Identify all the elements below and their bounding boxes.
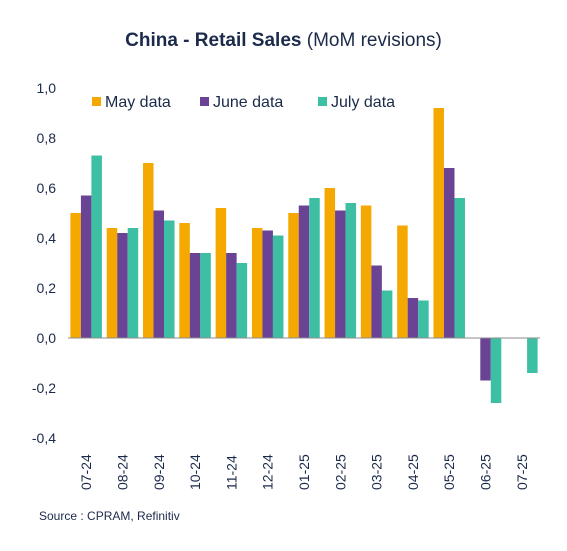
bar-july-data-05-25	[454, 198, 465, 338]
x-tick-label: 09-24	[151, 454, 167, 490]
bar-july-data-08-24	[127, 228, 139, 338]
bar-july-data-10-24	[200, 253, 211, 338]
bar-may-data-05-25	[433, 108, 444, 338]
y-tick-label: 0,2	[37, 280, 57, 296]
bar-june-data-08-24	[117, 233, 128, 338]
bar-july-data-11-24	[236, 263, 248, 338]
x-tick-label: 10-24	[187, 454, 203, 490]
bar-july-data-01-25	[309, 198, 320, 338]
bar-may-data-09-24	[143, 163, 154, 338]
x-tick-label: 12-24	[260, 454, 276, 490]
legend: May data June data July data	[92, 94, 395, 111]
bar-may-data-04-25	[397, 225, 408, 338]
axes-group: 1,0 0,8 0,6 0,4 0,2 0,0 -0,2 -0,4 07-24 08-24 09-2…	[32, 80, 540, 490]
legend-label-may-data: May data	[105, 94, 171, 111]
x-tick-label: 07-25	[514, 454, 530, 490]
bar-july-data-03-25	[381, 290, 393, 338]
x-tick-label: 06-25	[478, 454, 494, 490]
bar-june-data-06-25	[480, 338, 491, 381]
legend-swatch-july-data	[318, 97, 327, 106]
bar-june-data-09-24	[153, 210, 165, 338]
bar-june-data-11-24	[226, 253, 237, 338]
y-tick-label: 0,8	[37, 130, 57, 146]
x-tick-label: 02-25	[332, 454, 348, 490]
bar-june-data-07-24	[80, 195, 92, 338]
chart-title-rest: (MoM revisions)	[301, 30, 442, 51]
bar-july-data-07-25	[527, 338, 538, 373]
chart-title-bold: China - Retail Sales	[125, 30, 302, 51]
bar-july-data-02-25	[345, 203, 357, 338]
x-tick-label: 08-24	[114, 454, 130, 490]
bar-may-data-07-24	[70, 213, 81, 338]
bar-july-data-06-25	[490, 338, 502, 403]
bar-may-data-03-25	[360, 205, 372, 338]
source-note: Source : CPRAM, Refinitiv	[39, 509, 180, 523]
y-tick-label: 1,0	[37, 80, 57, 96]
x-tick-label: 03-25	[369, 454, 385, 490]
y-tick-label: -0,2	[32, 380, 56, 396]
x-tick-label: 07-24	[78, 454, 94, 490]
chart-title: China - Retail Sales (MoM revisions)	[0, 30, 567, 52]
bar-june-data-12-24	[262, 230, 273, 338]
bar-may-data-11-24	[215, 208, 227, 338]
bar-june-data-03-25	[371, 265, 382, 338]
bar-july-data-09-24	[164, 220, 175, 338]
legend-label-june-data: June data	[213, 94, 283, 111]
y-tick-label: 0,6	[37, 180, 57, 196]
x-tick-label: 01-25	[296, 454, 312, 490]
y-tick-label: 0,4	[37, 230, 57, 246]
legend-swatch-may-data	[92, 97, 101, 106]
x-tick-label: 04-25	[405, 454, 421, 490]
bar-june-data-10-24	[189, 253, 201, 338]
y-tick-label: 0,0	[37, 330, 57, 346]
x-tick-label: 05-25	[441, 454, 457, 490]
bar-july-data-12-24	[272, 235, 284, 338]
bar-may-data-08-24	[106, 228, 118, 338]
bar-may-data-12-24	[251, 228, 263, 338]
bar-may-data-02-25	[324, 188, 336, 338]
legend-label-july-data: July data	[331, 94, 395, 111]
x-tick-label: 11-24	[223, 455, 239, 490]
y-tick-label: -0,4	[32, 430, 56, 446]
legend-swatch-june-data	[200, 97, 209, 106]
bar-june-data-02-25	[335, 210, 346, 338]
bar-june-data-05-25	[443, 168, 455, 338]
bar-july-data-07-24	[91, 155, 102, 338]
bar-june-data-01-25	[298, 205, 310, 338]
bar-may-data-01-25	[288, 213, 299, 338]
bars-group	[70, 108, 538, 403]
bar-may-data-10-24	[179, 223, 190, 338]
bar-july-data-04-25	[418, 300, 429, 338]
bar-june-data-04-25	[407, 298, 419, 338]
